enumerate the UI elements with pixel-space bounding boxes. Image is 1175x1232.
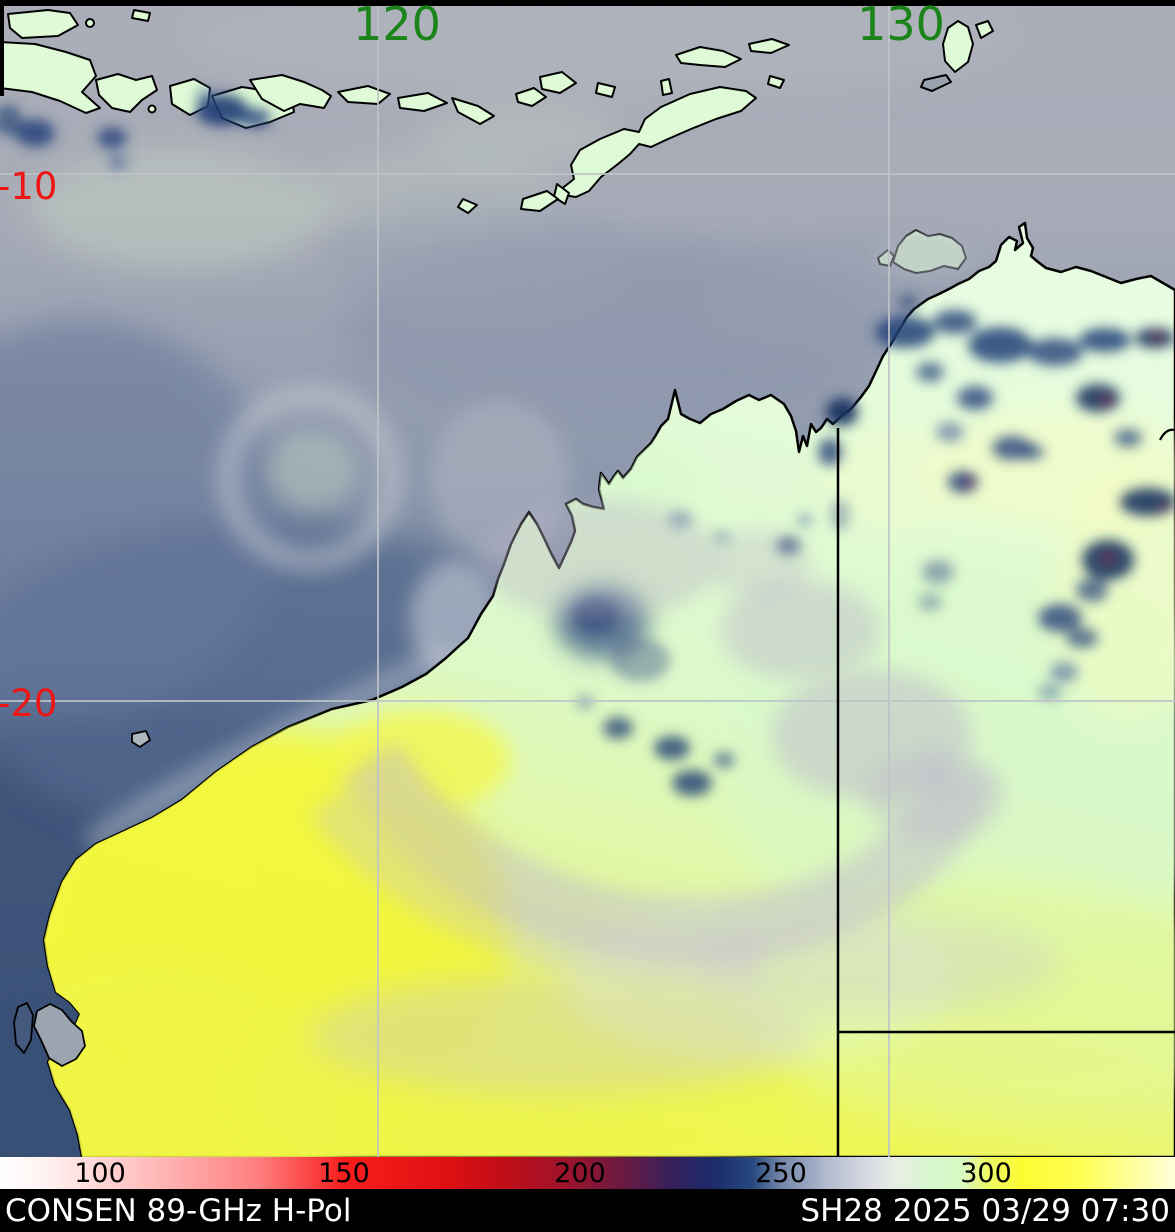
colorbar-tick-300: 300 [960,1158,1012,1189]
product-label: CONSEN 89-GHz H-Pol [5,1192,352,1229]
lat-label-10s: -10 [0,165,57,208]
colorbar-tick-100: 100 [74,1158,126,1189]
colorbar: 100 150 200 250 300 [0,1157,1175,1189]
coordinate-labels: 120 130 -10 -20 [0,0,945,725]
lat-label-20s: -20 [0,682,57,725]
gridlines [0,0,1175,1157]
state-borders [836,428,1175,1157]
colorbar-tick-250: 250 [755,1158,807,1189]
colorbar-tick-200: 200 [554,1158,606,1189]
colorbar-tick-150: 150 [318,1158,370,1189]
islands-indonesia [0,9,994,214]
lon-label-130: 130 [857,0,945,51]
storm-id-time-label: SH28 2025 03/29 07:30 [800,1192,1170,1229]
cloud-layer [310,230,1060,1095]
map-border [0,0,1175,96]
caption-bar: CONSEN 89-GHz H-Pol SH28 2025 03/29 07:3… [0,1189,1175,1232]
lon-label-120: 120 [353,0,441,51]
satellite-map: 120 130 -10 -20 [0,0,1175,1157]
